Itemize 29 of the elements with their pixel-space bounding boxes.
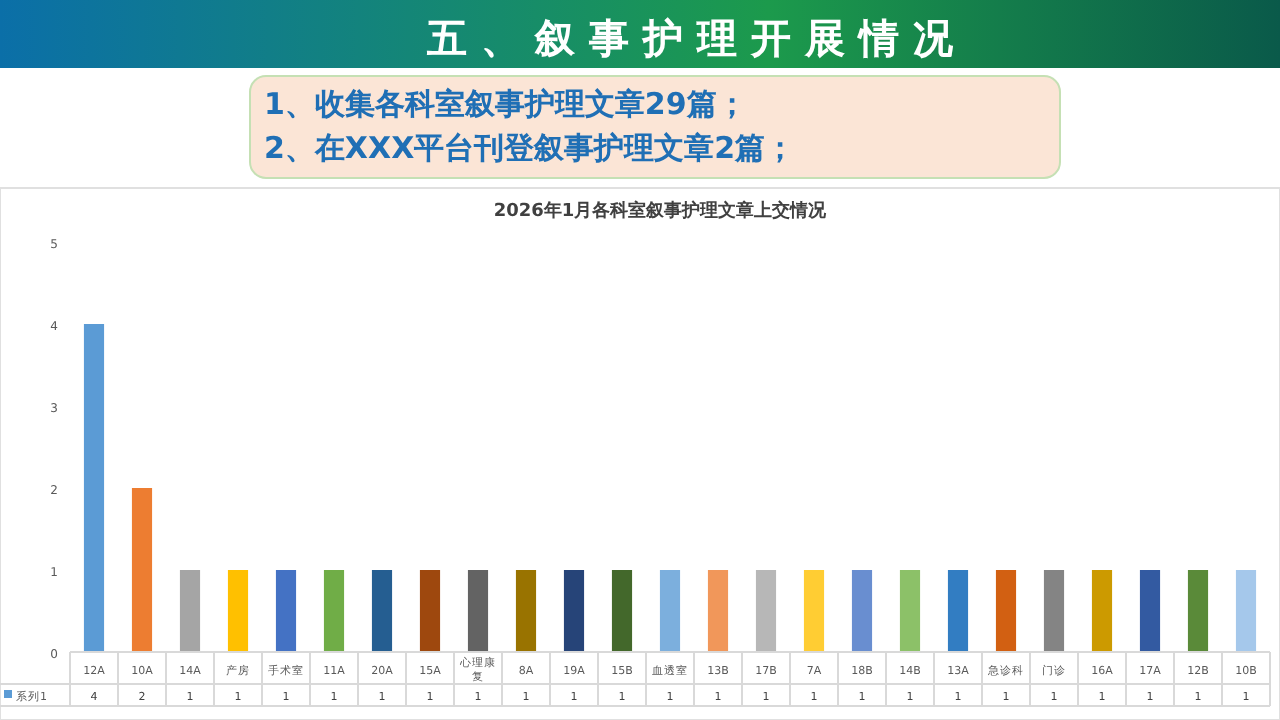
bar: [275, 570, 297, 652]
bar: [1187, 570, 1209, 652]
bar: [131, 488, 153, 652]
text: 1、收集各科室叙事护理文章29篇；: [264, 86, 747, 122]
bar: [659, 570, 681, 652]
bar: [1139, 570, 1161, 652]
bar: [947, 570, 969, 652]
bar: [1235, 570, 1257, 652]
bar: [707, 570, 729, 652]
text: 2、在XXX平台刊登叙事护理文章2篇；: [264, 130, 796, 166]
bar: [515, 570, 537, 652]
bar: [1043, 570, 1065, 652]
bar: [755, 570, 777, 652]
bar: [227, 570, 249, 652]
bar: [803, 570, 825, 652]
bar: [563, 570, 585, 652]
bar: [83, 324, 105, 652]
chart-title: 2026年1月各科室叙事护理文章上交情况: [493, 200, 829, 222]
bar: [851, 570, 873, 652]
bar: [419, 570, 441, 652]
bar: [1091, 570, 1113, 652]
bar: [371, 570, 393, 652]
bar: [611, 570, 633, 652]
bar: [323, 570, 345, 652]
bar: [179, 570, 201, 652]
bar: [467, 570, 489, 652]
bar: [995, 570, 1017, 652]
text: 五 、 叙 事 护 理 开 展 情 况: [425, 14, 955, 62]
bar: [899, 570, 921, 652]
